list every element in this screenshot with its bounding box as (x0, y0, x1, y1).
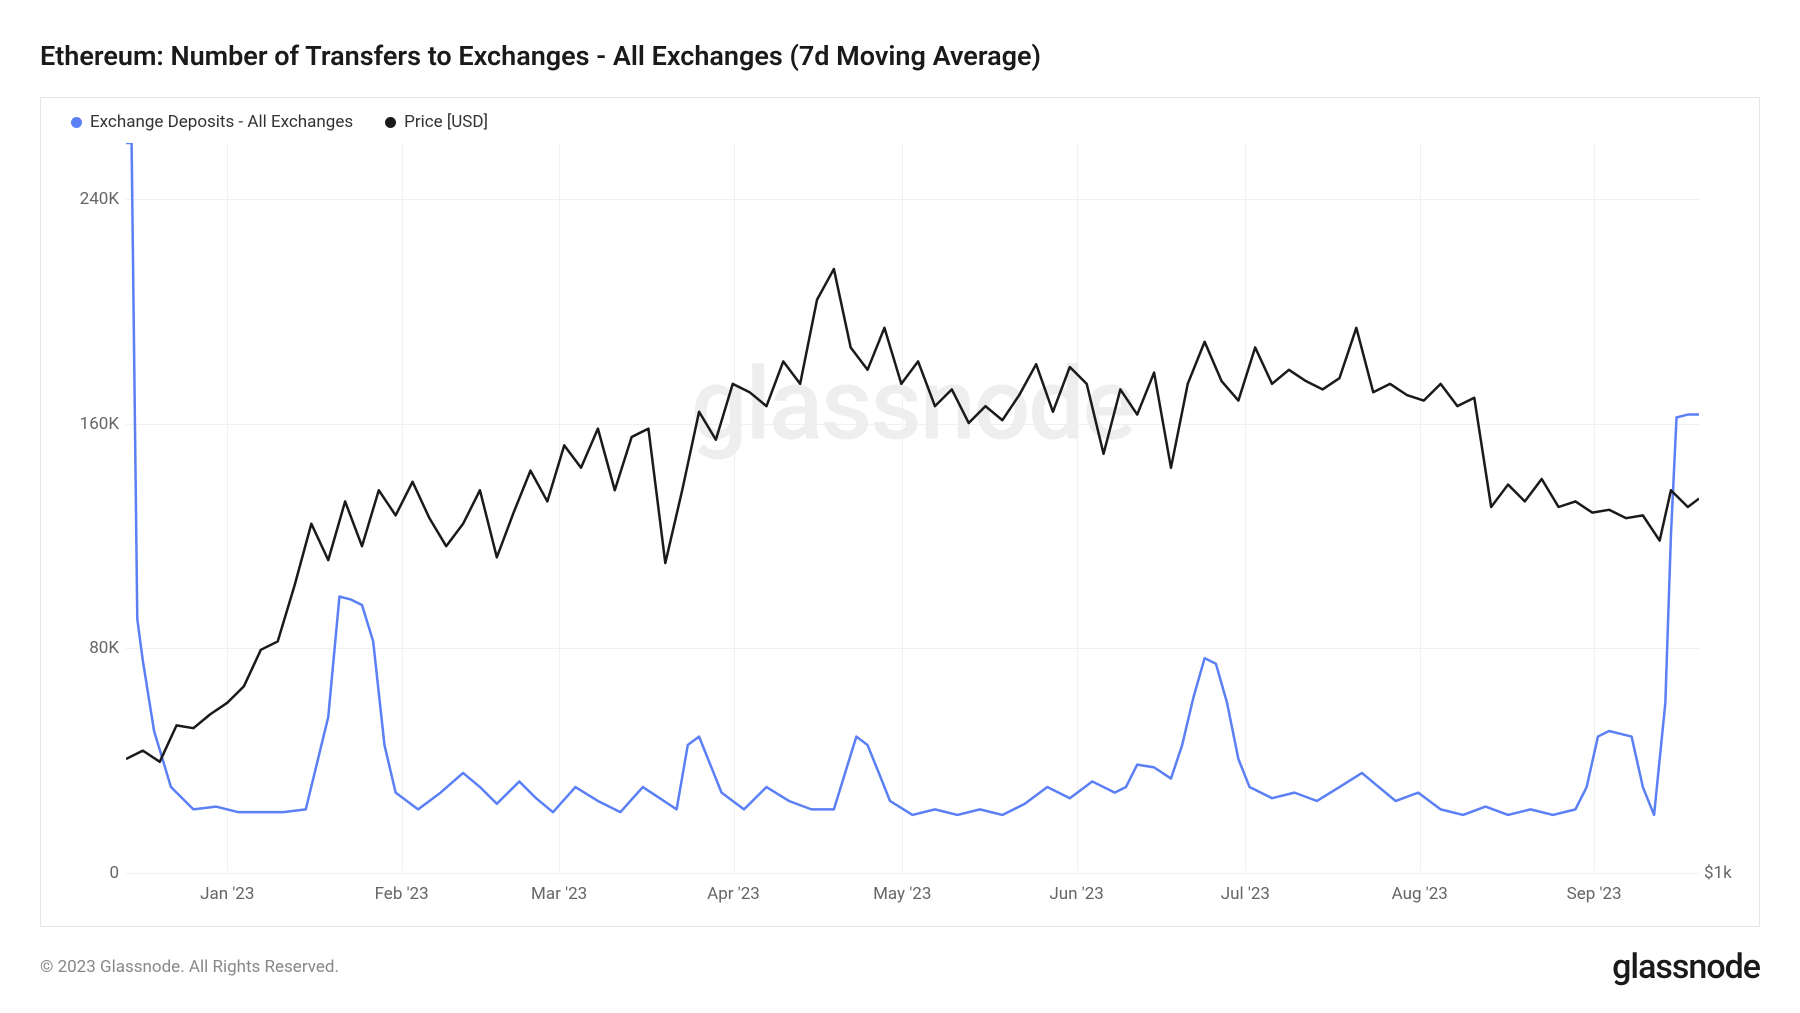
chart-container: Exchange Deposits - All Exchanges Price … (40, 97, 1760, 927)
x-tick-label: Sep '23 (1567, 884, 1622, 904)
y-left-tick-label: 240K (49, 189, 119, 209)
x-tick-label: May '23 (873, 884, 931, 904)
legend-dot-price (385, 117, 396, 128)
brand-logo: glassnode (1612, 947, 1760, 987)
chart-svg (126, 143, 1699, 871)
y-left-tick-label: 160K (49, 414, 119, 434)
y-right-tick-label: $1k (1704, 863, 1732, 883)
footer: © 2023 Glassnode. All Rights Reserved. g… (40, 947, 1760, 987)
chart-title: Ethereum: Number of Transfers to Exchang… (40, 40, 1760, 72)
x-tick-label: Mar '23 (531, 884, 587, 904)
x-tick-label: Jun '23 (1049, 884, 1103, 904)
plot-area: glassnode (126, 143, 1699, 871)
y-left-tick-label: 80K (49, 638, 119, 658)
legend-dot-deposits (71, 117, 82, 128)
x-tick-label: Feb '23 (375, 884, 429, 904)
legend: Exchange Deposits - All Exchanges Price … (71, 112, 488, 132)
legend-label-deposits: Exchange Deposits - All Exchanges (90, 112, 353, 132)
x-tick-label: Aug '23 (1392, 884, 1448, 904)
legend-item-price[interactable]: Price [USD] (385, 112, 488, 132)
legend-item-deposits[interactable]: Exchange Deposits - All Exchanges (71, 112, 353, 132)
line-price (126, 269, 1699, 762)
legend-label-price: Price [USD] (404, 112, 488, 132)
x-tick-label: Jul '23 (1221, 884, 1270, 904)
y-left-tick-label: 0 (49, 863, 119, 883)
x-tick-label: Apr '23 (707, 884, 760, 904)
copyright: © 2023 Glassnode. All Rights Reserved. (40, 957, 339, 977)
x-tick-label: Jan '23 (200, 884, 254, 904)
line-deposits (126, 143, 1699, 815)
